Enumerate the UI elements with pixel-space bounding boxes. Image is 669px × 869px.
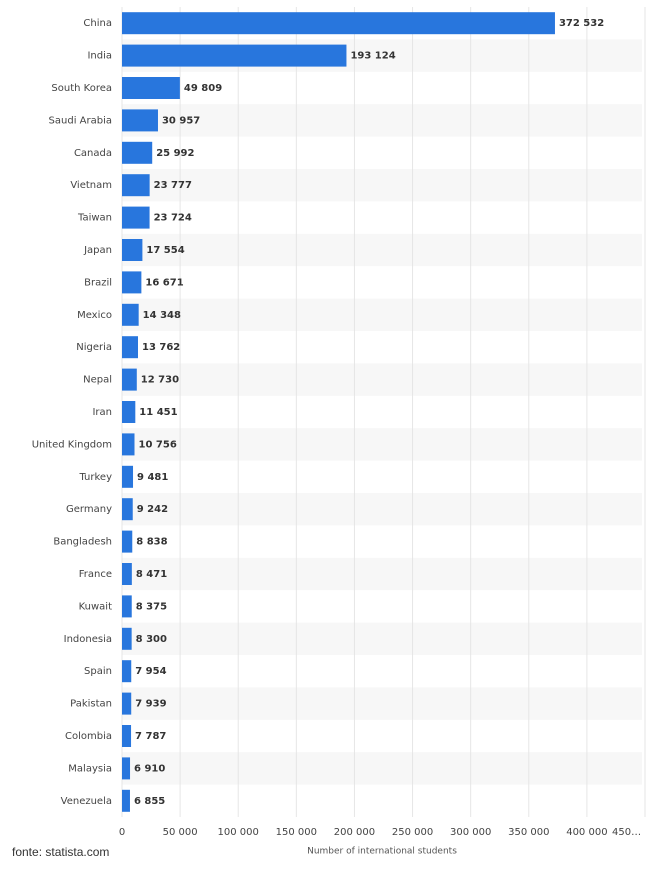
bar — [122, 109, 158, 132]
bar — [122, 303, 139, 326]
x-axis-title: Number of international students — [307, 847, 457, 857]
category-label: Turkey — [78, 472, 112, 483]
bar — [122, 757, 131, 780]
value-label: 9 481 — [137, 472, 168, 483]
category-label: Bangladesh — [53, 537, 112, 548]
row-stripe — [122, 169, 642, 202]
bar — [122, 239, 143, 261]
category-label: Vietnam — [70, 180, 112, 191]
value-label: 12 730 — [141, 375, 179, 386]
row-stripe — [122, 363, 642, 396]
value-label: 13 762 — [142, 342, 180, 353]
row-stripe — [122, 104, 642, 137]
bar — [122, 725, 132, 747]
category-label: Mexico — [77, 310, 112, 321]
value-label: 9 242 — [137, 504, 168, 515]
value-label: 23 777 — [154, 180, 192, 191]
category-label: Malaysia — [68, 763, 112, 774]
value-label: 16 671 — [145, 277, 183, 288]
source: fonte: statista.com — [12, 845, 109, 859]
category-label: Japan — [83, 245, 112, 256]
value-label: 23 724 — [154, 213, 192, 224]
value-label: 193 124 — [350, 51, 395, 62]
row-stripe — [122, 557, 642, 591]
category-label: South Korea — [51, 83, 112, 94]
bar — [122, 595, 132, 618]
value-label: 10 756 — [139, 439, 177, 450]
category-label: Nepal — [83, 375, 112, 386]
category-label: Venezuela — [61, 796, 112, 807]
category-label: Indonesia — [64, 634, 112, 645]
category-label: United Kingdom — [32, 439, 112, 450]
bar — [122, 660, 132, 683]
category-label: Kuwait — [79, 601, 112, 612]
row-stripe — [122, 622, 642, 655]
category-label: Nigeria — [76, 342, 112, 353]
bar — [122, 433, 135, 456]
value-label: 30 957 — [162, 115, 200, 126]
bar — [122, 44, 347, 67]
value-label: 8 838 — [136, 537, 167, 548]
value-label: 17 554 — [146, 245, 184, 256]
bar — [122, 77, 180, 99]
category-label: Canada — [74, 148, 112, 159]
bar — [122, 498, 133, 521]
value-label: 7 954 — [135, 666, 166, 677]
category-label: Germany — [66, 504, 112, 515]
x-tick-label: 300 000 — [450, 827, 491, 838]
value-label: 14 348 — [143, 310, 181, 321]
value-label: 7 939 — [135, 699, 166, 710]
category-label: France — [79, 569, 112, 580]
value-label: 8 300 — [136, 634, 167, 645]
x-tick-label: 150 000 — [276, 827, 317, 838]
bar — [122, 789, 130, 812]
bar — [122, 530, 133, 553]
row-stripe — [122, 752, 642, 785]
value-label: 6 855 — [134, 796, 165, 807]
x-tick-label: 250 000 — [392, 827, 433, 838]
x-tick-label: 50 000 — [163, 827, 198, 838]
value-label: 6 910 — [134, 763, 165, 774]
category-label: Taiwan — [77, 213, 112, 224]
bar — [122, 368, 137, 391]
bar — [122, 401, 136, 423]
category-label: Saudi Arabia — [49, 115, 112, 126]
x-tick-label: 450… — [612, 827, 641, 838]
bar — [122, 271, 142, 294]
bar — [122, 465, 134, 488]
row-stripe — [122, 687, 642, 720]
bar — [122, 12, 555, 35]
x-tick-label: 400 000 — [566, 827, 607, 838]
value-label: 8 375 — [136, 601, 167, 612]
bar — [122, 563, 132, 585]
bar — [122, 206, 150, 229]
category-label: Brazil — [84, 277, 112, 288]
row-stripe — [122, 493, 642, 526]
category-label: Spain — [84, 666, 112, 677]
category-label: Pakistan — [70, 699, 112, 710]
bar — [122, 627, 132, 650]
row-stripe — [122, 298, 642, 331]
bar — [122, 336, 138, 359]
category-label: India — [87, 51, 112, 62]
x-tick-label: 0 — [119, 827, 125, 838]
value-label: 7 787 — [135, 731, 166, 742]
row-stripe — [122, 428, 642, 461]
category-label: Colombia — [65, 731, 112, 742]
value-label: 49 809 — [184, 83, 222, 94]
bar — [122, 141, 153, 164]
row-stripe — [122, 233, 642, 267]
category-label: China — [83, 18, 112, 29]
value-label: 25 992 — [156, 148, 194, 159]
value-label: 372 532 — [559, 18, 604, 29]
value-label: 8 471 — [136, 569, 167, 580]
x-tick-label: 100 000 — [218, 827, 259, 838]
bar — [122, 692, 132, 715]
bar — [122, 174, 150, 197]
x-tick-label: 350 000 — [508, 827, 549, 838]
x-tick-label: 200 000 — [334, 827, 375, 838]
value-label: 11 451 — [139, 407, 177, 418]
category-label: Iran — [92, 407, 112, 418]
